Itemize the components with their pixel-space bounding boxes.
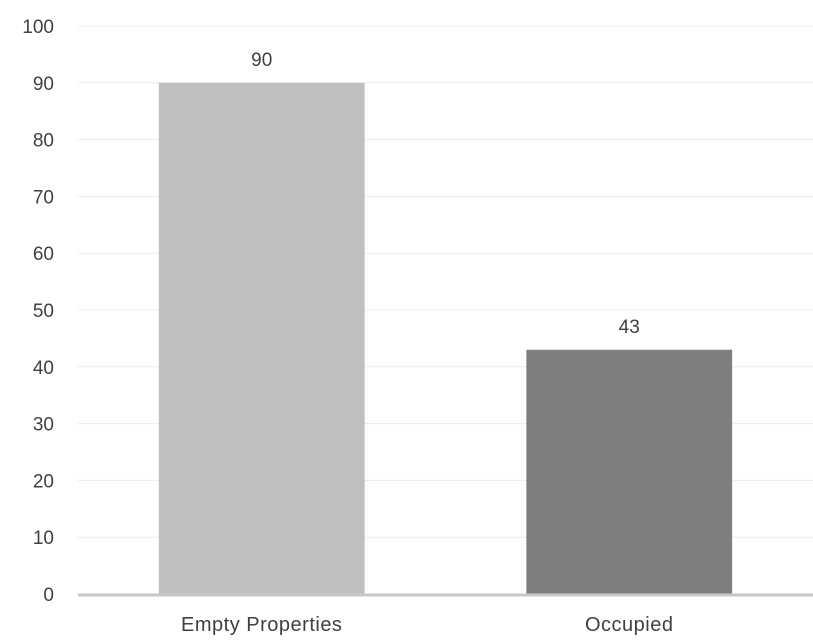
y-tick-label: 30 [33,415,54,436]
y-tick-label: 70 [33,187,54,208]
y-tick-label: 50 [33,301,54,322]
y-tick-label: 40 [33,358,54,379]
y-tick-label: 20 [33,471,54,492]
y-axis-ticks: 0 10 20 30 40 50 60 70 80 90 100 [22,17,54,606]
x-category-label: Empty Properties [181,614,342,635]
data-label: 43 [619,317,640,338]
x-axis-categories: Empty Properties Occupied [181,614,674,636]
y-tick-label: 80 [33,131,54,152]
y-tick-label: 60 [33,244,54,265]
bar-empty-properties [158,82,365,595]
data-label: 90 [251,50,272,71]
bars [158,82,733,595]
x-category-label: Occupied [585,614,674,635]
bar-occupied [526,349,733,594]
y-tick-label: 10 [33,528,54,549]
y-tick-label: 0 [43,585,54,606]
y-tick-label: 100 [22,17,54,38]
data-labels: 90 43 [251,50,640,338]
y-tick-label: 90 [33,74,54,95]
